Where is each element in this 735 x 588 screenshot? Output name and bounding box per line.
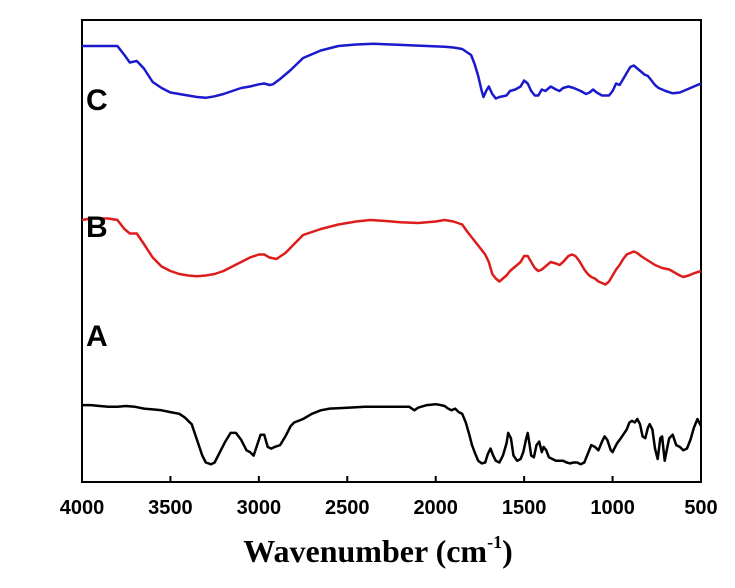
x-axis-title-main: Wavenumber (cm [243, 533, 487, 569]
series-line-b [81, 217, 702, 286]
x-tick-label: 2500 [325, 497, 370, 519]
x-axis-ticks [81, 476, 702, 482]
x-tick-label: 2000 [413, 497, 458, 519]
x-tick-label: 3000 [237, 497, 282, 519]
x-tick-label: 1000 [590, 497, 635, 519]
x-tick-label: 500 [684, 497, 717, 519]
x-axis-title: Wavenumber (cm-1) [243, 532, 512, 569]
x-tick-label: 4000 [60, 497, 105, 519]
x-axis-title-close: ) [502, 533, 513, 569]
x-tick-label: 3500 [148, 497, 193, 519]
x-tick-label: 1500 [502, 497, 547, 519]
plot-frame [81, 19, 702, 483]
series-layer [81, 42, 703, 466]
series-label-a: A [86, 320, 108, 353]
series-label-b: B [86, 211, 108, 244]
series-label-c: C [86, 84, 108, 117]
series-line-c [82, 42, 702, 100]
x-axis-title-exponent: -1 [487, 532, 502, 552]
series-line-a [82, 402, 703, 466]
